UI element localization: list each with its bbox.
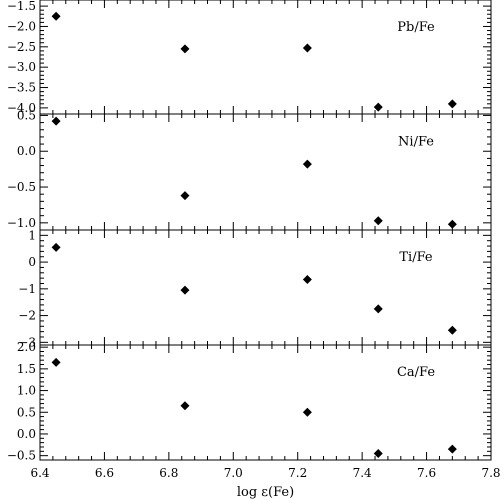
panel-frame-2 bbox=[39, 229, 492, 346]
x-axis-label: log ε(Fe) bbox=[237, 485, 294, 500]
panel-frame-3 bbox=[39, 344, 492, 461]
data-point bbox=[302, 407, 312, 417]
ytick-label: 1 bbox=[28, 228, 36, 242]
xtick-label: 6.8 bbox=[159, 466, 178, 480]
xtick-label: 6.4 bbox=[30, 466, 49, 480]
ytick-label: 0 bbox=[28, 255, 36, 269]
data-point bbox=[180, 44, 190, 54]
ytick-label: 1.5 bbox=[17, 362, 36, 376]
data-point bbox=[51, 11, 61, 21]
xtick-label: 7.2 bbox=[288, 466, 307, 480]
ytick-label: −2.0 bbox=[7, 19, 36, 33]
data-point bbox=[447, 219, 457, 229]
data-point bbox=[51, 357, 61, 367]
data-point bbox=[373, 216, 383, 226]
xtick-label: 7.6 bbox=[417, 466, 436, 480]
ytick-label: 0.0 bbox=[17, 427, 36, 441]
ytick-label: −2 bbox=[18, 309, 36, 323]
data-point bbox=[447, 99, 457, 109]
ytick-label: 1.0 bbox=[17, 384, 36, 398]
xtick-label: 7.8 bbox=[481, 466, 500, 480]
panel-frame-0 bbox=[39, 0, 492, 115]
ytick-label: −1.5 bbox=[7, 0, 36, 13]
data-point bbox=[51, 116, 61, 126]
ytick-label: 0.0 bbox=[17, 144, 36, 158]
panel-label: Ni/Fe bbox=[398, 134, 434, 149]
panel-label: Ca/Fe bbox=[397, 365, 435, 380]
data-point bbox=[373, 102, 383, 112]
ytick-label: −3.5 bbox=[7, 81, 36, 95]
ytick-label: −1.0 bbox=[7, 216, 36, 230]
data-point bbox=[302, 159, 312, 169]
ytick-label: 0.5 bbox=[17, 405, 36, 419]
xtick-label: 6.6 bbox=[95, 466, 114, 480]
ytick-label: 0.5 bbox=[17, 108, 36, 122]
ytick-label: −0.5 bbox=[7, 180, 36, 194]
data-point bbox=[447, 444, 457, 454]
data-point bbox=[373, 448, 383, 458]
ytick-label: −1 bbox=[18, 282, 36, 296]
data-point bbox=[51, 242, 61, 252]
data-point bbox=[180, 191, 190, 201]
ytick-label: −3 bbox=[18, 335, 36, 349]
data-point bbox=[302, 43, 312, 53]
ytick-label: −0.5 bbox=[7, 449, 36, 463]
data-point bbox=[447, 325, 457, 335]
panel-label: Ti/Fe bbox=[399, 250, 433, 265]
ytick-label: −3.0 bbox=[7, 60, 36, 74]
xtick-label: 7.0 bbox=[224, 466, 243, 480]
data-point bbox=[373, 304, 383, 314]
data-point bbox=[302, 274, 312, 284]
xtick-label: 7.4 bbox=[353, 466, 372, 480]
ytick-label: 2.0 bbox=[17, 340, 36, 354]
data-point bbox=[180, 401, 190, 411]
data-point bbox=[180, 285, 190, 295]
ytick-label: −2.5 bbox=[7, 40, 36, 54]
ytick-label: −4.0 bbox=[7, 101, 36, 115]
panel-frame-1 bbox=[39, 113, 492, 231]
panel-label: Pb/Fe bbox=[397, 20, 435, 35]
